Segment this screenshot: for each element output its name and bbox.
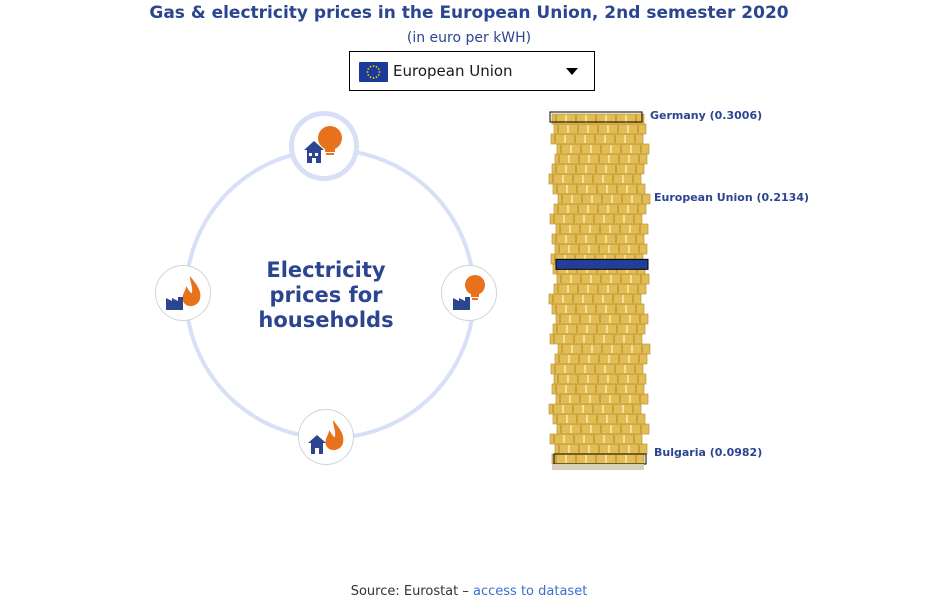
selected-coin-marker	[555, 258, 649, 270]
max-country-label: Germany (0.3006)	[650, 109, 763, 122]
chart-subtitle: (in euro per kWH)	[406, 30, 532, 46]
caret-down-icon	[566, 68, 578, 75]
category-title: Electricity prices for households	[258, 258, 394, 332]
node-gas-industry[interactable]	[155, 265, 211, 321]
dropdown-selected-value: European Union	[393, 62, 513, 80]
node-electricity-households[interactable]	[289, 111, 359, 181]
node-electricity-industry[interactable]	[441, 265, 497, 321]
coin	[551, 113, 645, 125]
source-line: Source: Eurostat – access to dataset	[350, 584, 588, 599]
house-flame-icon	[308, 420, 344, 454]
stack-shadow	[552, 464, 644, 470]
country-dropdown[interactable]: European Union	[349, 51, 595, 91]
eu-flag-icon	[359, 62, 388, 82]
chart-title: Gas & electricity prices in the European…	[149, 3, 789, 23]
node-gas-households[interactable]	[298, 409, 354, 465]
factory-flame-icon	[166, 276, 201, 310]
min-country-label: Bulgaria (0.0982)	[654, 446, 763, 459]
coin-stack	[544, 108, 654, 472]
factory-bulb-icon	[453, 275, 485, 310]
house-bulb-icon	[304, 126, 342, 163]
selected-country-label: European Union (0.2134)	[654, 191, 809, 204]
max-coin-marker	[549, 111, 643, 123]
dataset-link[interactable]: access to dataset	[473, 584, 588, 599]
